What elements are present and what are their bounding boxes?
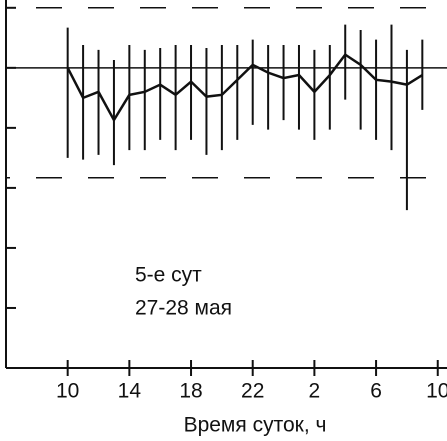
x-tick-label: 18	[179, 380, 202, 403]
x-tick-label: 2	[309, 380, 321, 403]
x-tick-label: 6	[370, 380, 382, 403]
annotation: 27-28 мая	[135, 297, 232, 320]
annotation: 5-е сут	[135, 264, 202, 287]
x-axis-label: Время суток, ч	[184, 414, 327, 437]
data-line	[66, 52, 423, 123]
x-tick-label: 10	[426, 380, 447, 403]
x-tick-label: 22	[241, 380, 264, 403]
x-tick-label: 10	[56, 380, 79, 403]
x-tick-label: 14	[118, 380, 142, 403]
